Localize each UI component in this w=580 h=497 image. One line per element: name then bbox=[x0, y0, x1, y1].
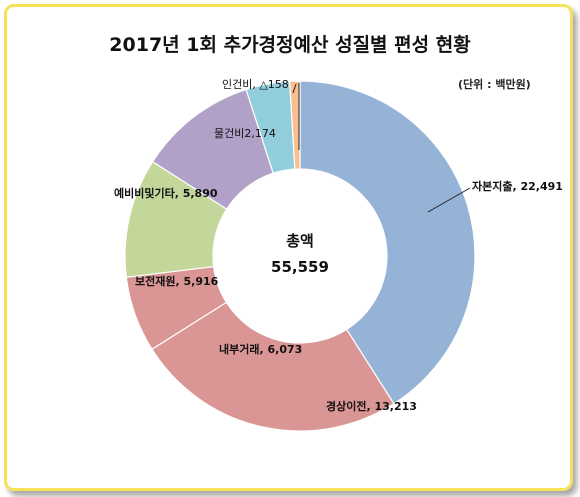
data-label-물건비: 물건비2,174 bbox=[214, 127, 276, 140]
center-value: 55,559 bbox=[271, 258, 329, 276]
data-label-경상이전: 경상이전, 13,213 bbox=[326, 399, 417, 413]
data-label-자본지출: 자본지출, 22,491 bbox=[472, 179, 563, 193]
center-title: 총액 bbox=[286, 232, 314, 250]
leader-line-인건비 bbox=[292, 83, 297, 94]
slice-인건비 bbox=[289, 80, 301, 170]
slice-경상이전 bbox=[151, 301, 395, 432]
data-label-인건비: 인건비, △158 bbox=[222, 78, 289, 91]
unit-note: (단위 : 백만원) bbox=[458, 78, 531, 91]
data-label-보전재원: 보전재원, 5,916 bbox=[135, 274, 219, 288]
chart-title: 2017년 1회 추가경정예산 성질별 편성 현황 bbox=[109, 34, 471, 56]
data-label-내부거래: 내부거래, 6,073 bbox=[219, 342, 302, 356]
slice-자본지출 bbox=[299, 80, 476, 405]
leader-line-자본지출 bbox=[427, 187, 471, 213]
data-label-예비비및기타: 예비비및기타, 5,890 bbox=[114, 186, 218, 200]
